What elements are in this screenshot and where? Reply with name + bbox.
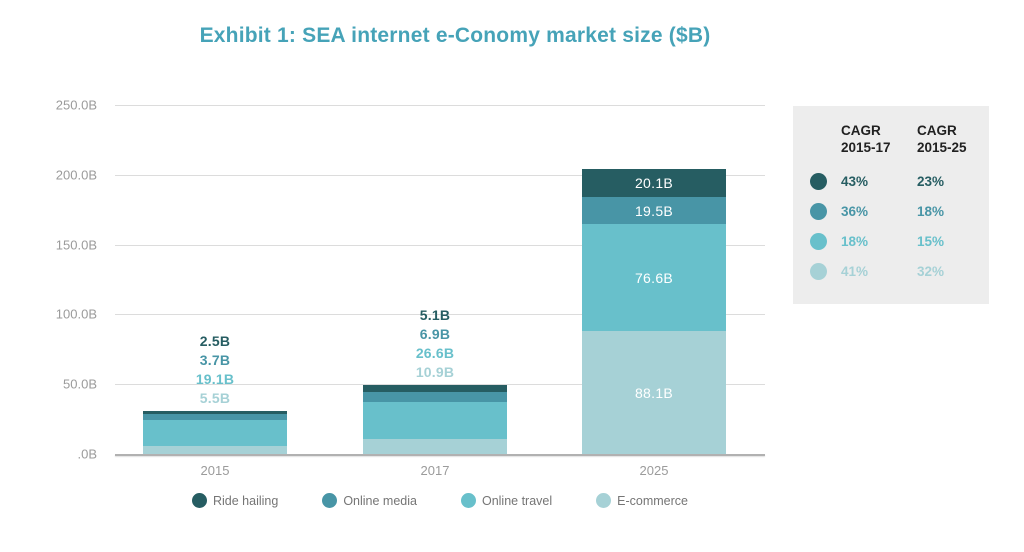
bar-value-label: 19.1B [195,370,235,387]
cagr-header-2015-17: CAGR 2015-17 [841,122,917,156]
bar-value-label: 5.1B [419,307,451,324]
cagr-header-spacer [793,122,841,156]
legend-item-online-travel: Online travel [460,493,553,508]
legend-label: Online media [343,493,417,508]
cagr-table-header: CAGR 2015-17 CAGR 2015-25 [793,122,989,156]
bar-value-label: 26.6B [415,345,455,362]
x-axis-label-2015: 2015 [200,463,230,478]
cagr-series-dot [810,172,827,190]
y-axis-tick-labels: 250.0B 200.0B 150.0B 100.0B 50.0B .0B [0,98,107,462]
x-axis-label-2017: 2017 [420,463,450,478]
bar-value-labels-2015: 2.5B 3.7B 19.1B 5.5B [196,332,234,408]
bar-column-2015: 2.5B 3.7B 19.1B 5.5B 2015 [143,105,287,478]
y-tick-label: 150.0B [55,237,97,253]
y-tick-label: .0B [77,446,97,462]
cagr-row-ride-hailing: 43% 23% [793,166,989,196]
gridline [115,105,765,106]
bar-column-2025: 88.1B 76.6B 19.5B 20.1B 2025 [582,105,726,478]
cagr-header-line: CAGR [917,123,957,138]
bar-segment-e-commerce: 88.1B [582,331,726,454]
legend-item-ride-hailing: Ride hailing [191,493,279,508]
bar-segment-online-travel [363,401,507,439]
gridline [115,244,765,246]
cagr-value-2015-17: 41% [841,263,869,279]
chart-legend: Ride hailing Online media Online travel E-c… [115,493,765,508]
legend-item-e-commerce: E-commerce [596,493,688,508]
cagr-value-2015-17: 36% [841,203,869,219]
bar-value-label: 2.5B [199,332,231,349]
bar-segment-ride-hailing [363,385,507,393]
cagr-row-e-commerce: 41% 32% [793,256,989,286]
bar-segment-e-commerce [143,446,287,454]
chart-title: Exhibit 1: SEA internet e-Conomy market … [199,24,711,47]
bar-value-label: 6.9B [419,326,451,343]
bar-segment-e-commerce [363,438,507,454]
cagr-series-dot [810,232,827,250]
bar-value-label: 10.9B [415,364,455,381]
legend-color-dot [596,493,612,508]
legend-label: Online travel [481,493,553,508]
segment-value-label: 20.1B [634,174,674,191]
cagr-series-dot [810,202,827,220]
bar-segment-online-media [143,414,287,420]
segment-value-label: 76.6B [634,269,674,286]
legend-label: E-commerce [617,493,688,508]
cagr-header-line: CAGR [841,123,881,138]
bar-segment-online-travel [143,419,287,447]
legend-label: Ride hailing [212,493,279,508]
bar-segment-ride-hailing [143,410,287,415]
bar-segment-online-media [363,392,507,402]
bar-stack-2015 [143,410,287,454]
cagr-value-2015-25: 18% [917,203,945,219]
bar-stack-2017 [363,385,507,454]
bar-value-labels-2017: 5.1B 6.9B 26.6B 10.9B [416,306,454,382]
x-axis-label-2025: 2025 [639,463,669,478]
cagr-value-2015-17: 18% [841,233,869,249]
legend-item-online-media: Online media [322,493,417,508]
bar-value-label: 5.5B [199,389,231,406]
legend-color-dot [322,493,338,508]
y-tick-label: 50.0B [63,376,97,392]
y-tick-label: 200.0B [55,167,97,183]
legend-color-dot [460,493,476,508]
cagr-table: CAGR 2015-17 CAGR 2015-25 43% 23% 36% 18% 18… [793,106,989,304]
gridline [115,174,765,176]
cagr-table-rows: 43% 23% 36% 18% 18% 15% 41% 32% [793,166,989,286]
segment-value-label: 19.5B [634,202,674,219]
bar-segment-online-travel: 76.6B [582,224,726,331]
cagr-row-online-media: 36% 18% [793,196,989,226]
legend-color-dot [191,493,207,508]
bar-segment-ride-hailing: 20.1B [582,168,726,197]
cagr-row-online-travel: 18% 15% [793,226,989,256]
cagr-header-2015-25: CAGR 2015-25 [917,122,989,156]
cagr-value-2015-17: 43% [841,173,869,189]
segment-value-label: 88.1B [634,384,674,401]
gridline [115,314,765,316]
y-tick-label: 250.0B [55,97,97,113]
plot-area: 2.5B 3.7B 19.1B 5.5B 2015 5.1B 6.9B 26.6B 10.9B 2… [115,105,765,478]
bar-segment-online-media: 19.5B [582,196,726,225]
cagr-value-2015-25: 15% [917,233,945,249]
bar-value-label: 3.7B [199,351,231,368]
cagr-value-2015-25: 23% [917,173,945,189]
x-axis-line [115,454,765,456]
y-tick-label: 100.0B [55,306,97,322]
gridline [115,384,765,386]
cagr-header-line: 2015-17 [841,140,891,155]
cagr-series-dot [810,262,827,280]
bar-column-2017: 5.1B 6.9B 26.6B 10.9B 2017 [363,105,507,478]
cagr-value-2015-25: 32% [917,263,945,279]
bar-stack-2025: 88.1B 76.6B 19.5B 20.1B [582,168,726,454]
cagr-header-line: 2015-25 [917,140,967,155]
